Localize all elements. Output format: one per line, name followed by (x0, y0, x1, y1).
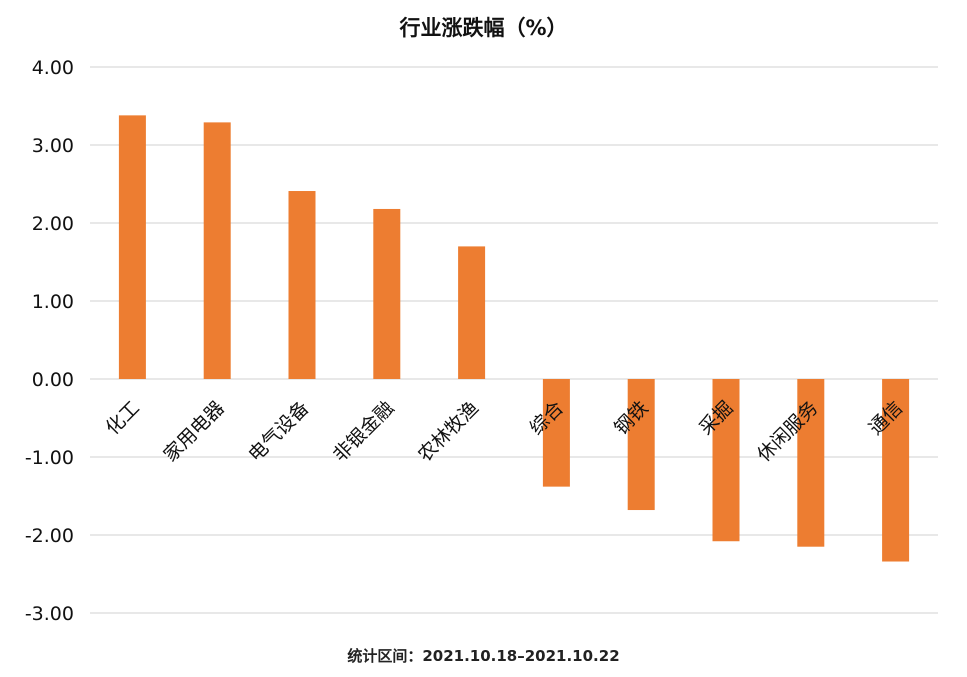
bar (288, 191, 316, 379)
y-tick-label: 2.00 (32, 213, 74, 235)
chart-footer: 统计区间：2021.10.18–2021.10.22 (347, 647, 620, 665)
bar (882, 379, 910, 562)
chart-title: 行业涨跌幅（%） (399, 16, 568, 40)
y-tick-label: -1.00 (25, 447, 74, 469)
bar (458, 246, 486, 379)
bar (373, 208, 401, 379)
bar (203, 122, 231, 379)
x-tick-label: 电气设备 (244, 397, 313, 466)
x-tick-label: 化工 (101, 397, 143, 439)
y-tick-label: 1.00 (32, 291, 74, 313)
y-tick-label: 3.00 (32, 135, 74, 157)
y-tick-label: -3.00 (25, 603, 74, 625)
x-tick-label: 家用电器 (159, 397, 228, 466)
bar (797, 379, 825, 547)
bar (542, 379, 570, 487)
x-tick-label: 非银金融 (329, 397, 398, 466)
bar (118, 115, 146, 380)
bar (712, 379, 740, 542)
bar (627, 379, 655, 511)
y-tick-label: 0.00 (32, 369, 74, 391)
y-tick-label: 4.00 (32, 57, 74, 79)
x-tick-label: 农林牧渔 (414, 397, 483, 466)
y-tick-label: -2.00 (25, 525, 74, 547)
